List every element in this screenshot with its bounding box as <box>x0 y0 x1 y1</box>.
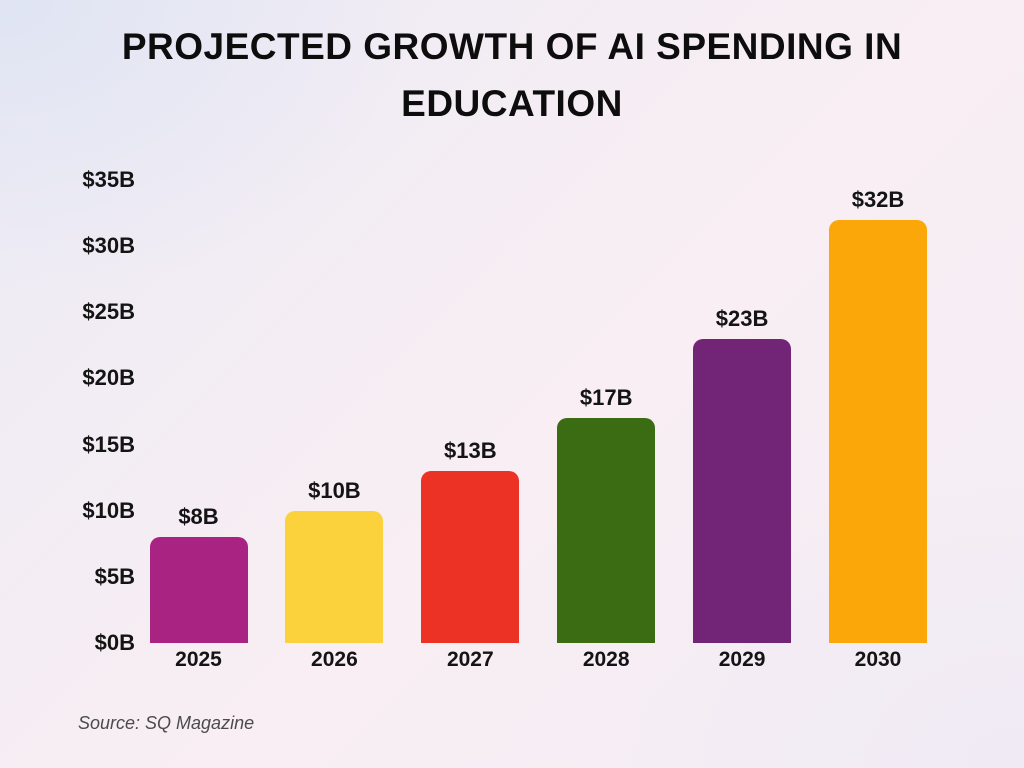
chart-title-line2: EDUCATION <box>401 83 623 124</box>
y-axis-tick-label: $5B <box>94 563 135 589</box>
y-axis-tick-label: $15B <box>82 431 135 457</box>
chart-title: PROJECTED GROWTH OF AI SPENDING IN EDUCA… <box>0 18 1024 132</box>
x-axis-category-label: 2030 <box>854 648 902 671</box>
bar-2027 <box>421 471 520 643</box>
bar-value-label: $13B <box>444 438 497 464</box>
x-axis-category-label: 2027 <box>446 648 494 671</box>
bar-2026 <box>285 510 384 643</box>
bar-2029 <box>693 338 792 643</box>
x-axis-category-label: 2026 <box>311 648 358 671</box>
bar-value-label: $32B <box>851 186 905 212</box>
bar-value-label: $17B <box>579 385 633 411</box>
bar-value-label: $23B <box>715 305 769 331</box>
y-axis-tick-label: $20B <box>82 365 135 391</box>
bar-value-label: $8B <box>178 504 219 530</box>
bar-value-label: $10B <box>308 477 361 503</box>
y-axis-tick-label: $10B <box>82 497 135 523</box>
x-axis-category-label: 2029 <box>718 648 766 671</box>
chart-title-line1: PROJECTED GROWTH OF AI SPENDING IN <box>121 26 903 67</box>
y-axis-tick-label: $0B <box>94 630 135 655</box>
x-axis-category-label: 2028 <box>582 648 630 671</box>
y-axis-tick-label: $25B <box>82 299 135 325</box>
source-caption: Source: SQ Magazine <box>78 713 255 733</box>
bar-2028 <box>557 418 656 643</box>
x-axis-category-label: 2025 <box>175 648 222 671</box>
bar-2025 <box>149 537 248 643</box>
y-axis-tick-label: $30B <box>82 233 135 259</box>
y-axis-tick-label: $35B <box>82 167 135 193</box>
bar-2030 <box>829 219 927 643</box>
